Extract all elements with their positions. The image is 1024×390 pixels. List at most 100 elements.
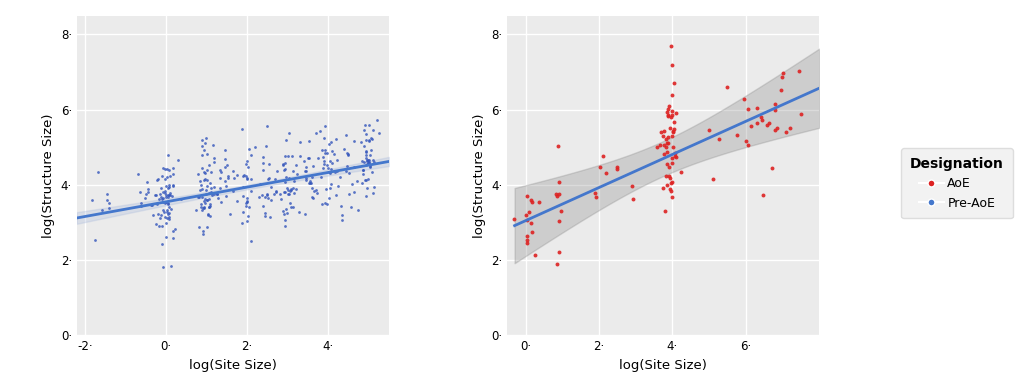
Point xyxy=(217,163,233,170)
Point xyxy=(201,204,217,210)
Point xyxy=(665,129,681,135)
Point xyxy=(665,128,681,135)
Point xyxy=(340,152,356,158)
Point xyxy=(239,199,255,206)
Point xyxy=(225,188,242,194)
Point xyxy=(281,191,297,197)
Point xyxy=(257,194,273,200)
Point xyxy=(196,205,212,211)
Point xyxy=(358,161,375,168)
Point xyxy=(272,197,289,203)
Point xyxy=(774,70,791,76)
Point xyxy=(143,202,160,209)
Point xyxy=(276,160,293,166)
Point xyxy=(735,96,752,102)
Point xyxy=(284,152,300,159)
Point xyxy=(165,171,181,177)
Point xyxy=(362,135,379,141)
Point xyxy=(228,198,245,204)
Point xyxy=(260,176,276,182)
Point xyxy=(159,209,175,215)
Point xyxy=(196,169,212,176)
Point xyxy=(259,195,275,201)
Point xyxy=(625,196,641,202)
Point xyxy=(196,147,212,153)
Point xyxy=(660,164,677,170)
Point xyxy=(305,163,322,169)
Point xyxy=(199,224,215,230)
Point xyxy=(144,212,161,218)
Point xyxy=(287,178,303,184)
Point xyxy=(341,170,357,176)
Point xyxy=(315,160,332,167)
Point xyxy=(201,195,217,202)
Point xyxy=(357,177,374,183)
Point xyxy=(197,176,213,182)
Point xyxy=(196,198,212,204)
Point xyxy=(506,216,522,222)
Point xyxy=(660,103,677,109)
Point xyxy=(759,122,775,128)
Point xyxy=(662,175,678,181)
Point xyxy=(298,177,314,184)
Point xyxy=(306,188,323,195)
Point xyxy=(193,200,209,207)
Point xyxy=(327,169,343,175)
Point xyxy=(160,207,176,213)
Point xyxy=(200,212,216,218)
Point xyxy=(737,138,754,144)
Point xyxy=(170,158,186,164)
Point xyxy=(346,164,362,170)
Point xyxy=(157,188,173,195)
Point xyxy=(279,209,295,216)
Point xyxy=(255,160,271,167)
Point xyxy=(595,153,611,160)
Point xyxy=(357,148,374,154)
Point xyxy=(150,211,166,217)
Point xyxy=(209,191,225,197)
Point xyxy=(518,216,535,223)
Point xyxy=(156,199,172,205)
Point xyxy=(281,153,297,159)
Point xyxy=(251,194,267,200)
Point xyxy=(324,181,340,187)
Point xyxy=(358,152,375,159)
Point xyxy=(355,167,372,173)
Point xyxy=(321,165,337,171)
Point xyxy=(266,176,283,183)
Point xyxy=(551,179,567,186)
Point xyxy=(658,182,675,188)
Point xyxy=(313,174,330,180)
Point xyxy=(286,190,302,196)
Point xyxy=(705,176,721,182)
Point xyxy=(243,176,259,182)
Point xyxy=(761,120,777,126)
Point xyxy=(316,158,333,164)
Point xyxy=(664,179,680,185)
Point xyxy=(523,197,540,203)
Point xyxy=(361,152,378,158)
Point xyxy=(238,160,254,167)
Point xyxy=(153,194,169,200)
Point xyxy=(329,191,345,198)
Point xyxy=(218,193,234,199)
Point xyxy=(753,114,769,120)
Point xyxy=(234,173,251,179)
Point xyxy=(266,191,283,197)
Point xyxy=(354,167,371,174)
Point xyxy=(659,149,676,156)
Point xyxy=(156,189,172,195)
Point xyxy=(663,188,679,194)
Point xyxy=(252,181,268,187)
Point xyxy=(276,167,293,174)
Point xyxy=(275,161,292,167)
Point xyxy=(318,162,335,168)
Point xyxy=(658,109,675,115)
Point xyxy=(159,174,175,181)
Point xyxy=(325,148,341,154)
Point xyxy=(201,204,217,210)
Point xyxy=(202,203,218,209)
Point xyxy=(239,195,255,201)
Point xyxy=(209,190,225,197)
Point xyxy=(551,249,567,255)
